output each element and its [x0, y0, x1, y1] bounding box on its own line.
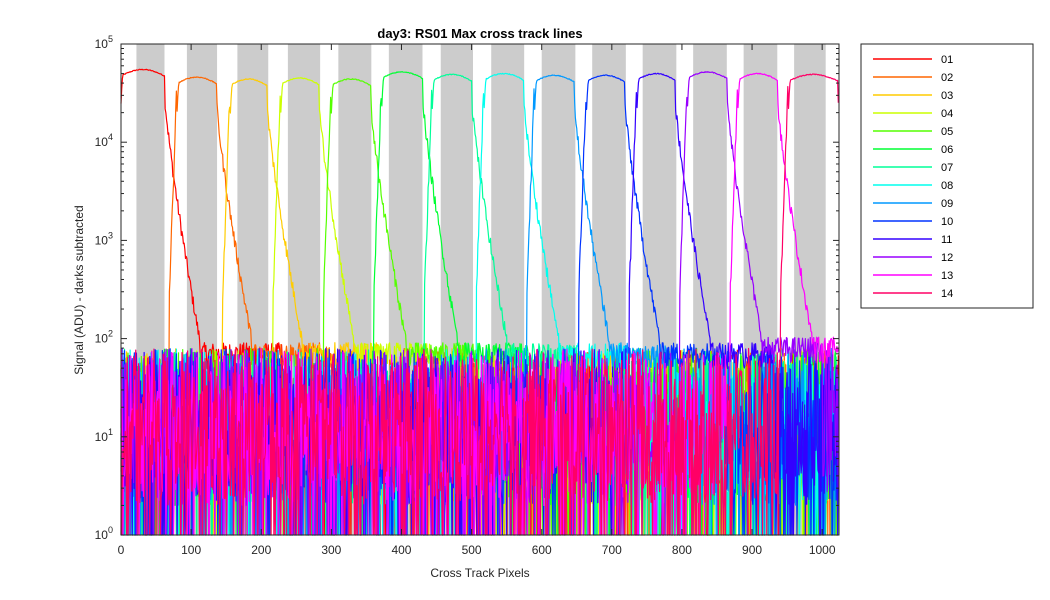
x-tick-label: 900 — [742, 543, 762, 557]
legend-label-13: 13 — [941, 270, 953, 282]
x-tick-label: 200 — [251, 543, 271, 557]
y-tick-label: 105 — [95, 34, 113, 51]
x-tick-label: 1000 — [809, 543, 836, 557]
y-tick-label: 101 — [95, 427, 113, 444]
x-axis-ticks: 0 100 200 300 400 500 600 700 800 900 1000 — [118, 44, 836, 557]
y-axis-ticks: 100 101 102 103 104 105 — [95, 34, 839, 542]
y-tick-label: 104 — [95, 132, 113, 149]
x-tick-label: 0 — [118, 543, 125, 557]
series-lines — [120, 68, 839, 536]
x-tick-label: 400 — [391, 543, 411, 557]
legend-label-04: 04 — [941, 108, 953, 120]
x-tick-label: 800 — [672, 543, 692, 557]
y-tick-label: 100 — [95, 525, 113, 542]
legend-label-01: 01 — [941, 54, 953, 66]
legend-label-02: 02 — [941, 72, 953, 84]
legend: 01 02 03 04 05 06 07 08 09 10 11 12 13 14 — [860, 43, 1034, 309]
x-tick-label: 500 — [462, 543, 482, 557]
legend-label-14: 14 — [941, 288, 953, 300]
legend-label-09: 09 — [941, 198, 953, 210]
y-tick-label: 103 — [95, 230, 113, 247]
series-line-14 — [120, 73, 839, 536]
x-tick-label: 700 — [602, 543, 622, 557]
legend-label-03: 03 — [941, 90, 953, 102]
axes-frame — [120, 43, 840, 536]
x-axis-label: Cross Track Pixels — [430, 566, 529, 580]
legend-label-12: 12 — [941, 252, 953, 264]
legend-label-05: 05 — [941, 126, 953, 138]
legend-label-08: 08 — [941, 180, 953, 192]
legend-label-11: 11 — [941, 234, 952, 246]
chart-title: day3: RS01 Max cross track lines — [377, 26, 582, 41]
legend-label-07: 07 — [941, 162, 953, 174]
legend-label-06: 06 — [941, 144, 953, 156]
plot-area: 0 100 200 300 400 500 600 700 800 900 1000 1001011… — [95, 34, 840, 557]
legend-label-10: 10 — [941, 216, 953, 228]
x-tick-label: 600 — [532, 543, 552, 557]
legend-box — [860, 43, 1034, 309]
y-tick-label: 102 — [95, 329, 113, 346]
x-tick-label: 300 — [321, 543, 341, 557]
y-axis-label: Signal (ADU) - darks subtracted — [72, 205, 86, 374]
x-tick-label: 100 — [181, 543, 201, 557]
